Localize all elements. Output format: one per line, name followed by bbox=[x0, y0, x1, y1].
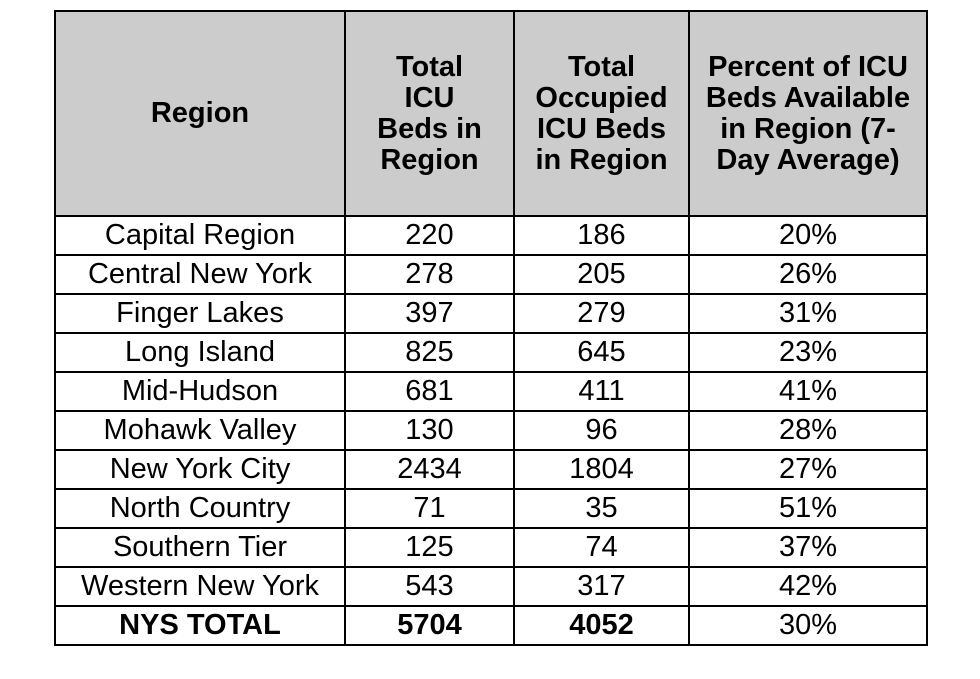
table-row: North Country 71 35 51% bbox=[54, 488, 928, 529]
cell-occupied-beds: 279 bbox=[513, 293, 690, 334]
total-region: NYS TOTAL bbox=[54, 605, 346, 646]
cell-total-beds: 220 bbox=[344, 215, 515, 256]
header-region-label: Region bbox=[150, 97, 250, 129]
cell-total-beds: 2434 bbox=[344, 449, 515, 490]
cell-region: New York City bbox=[54, 449, 346, 490]
cell-total-beds: 125 bbox=[344, 527, 515, 568]
cell-total-beds: 278 bbox=[344, 254, 515, 295]
cell-occupied-beds: 186 bbox=[513, 215, 690, 256]
table-row: Capital Region 220 186 20% bbox=[54, 215, 928, 256]
cell-region: Long Island bbox=[54, 332, 346, 373]
header-row: Region Total ICU Beds in Region Total Oc… bbox=[54, 10, 928, 217]
cell-occupied-beds: 205 bbox=[513, 254, 690, 295]
total-percent-available: 30% bbox=[688, 605, 928, 646]
header-percent-available-label: Percent of ICU Beds Available in Region … bbox=[705, 50, 911, 176]
cell-percent-available: 42% bbox=[688, 566, 928, 607]
header-percent-available: Percent of ICU Beds Available in Region … bbox=[688, 10, 928, 217]
table-row: Long Island 825 645 23% bbox=[54, 332, 928, 373]
icu-beds-table: Region Total ICU Beds in Region Total Oc… bbox=[54, 10, 928, 646]
cell-region: Capital Region bbox=[54, 215, 346, 256]
cell-region: Western New York bbox=[54, 566, 346, 607]
cell-region: Central New York bbox=[54, 254, 346, 295]
table-row: Western New York 543 317 42% bbox=[54, 566, 928, 607]
cell-occupied-beds: 645 bbox=[513, 332, 690, 373]
table-row: Central New York 278 205 26% bbox=[54, 254, 928, 295]
table-body: Capital Region 220 186 20% Central New Y… bbox=[54, 215, 928, 646]
cell-occupied-beds: 317 bbox=[513, 566, 690, 607]
cell-occupied-beds: 96 bbox=[513, 410, 690, 451]
table-row: New York City 2434 1804 27% bbox=[54, 449, 928, 490]
cell-total-beds: 543 bbox=[344, 566, 515, 607]
table-row: Mohawk Valley 130 96 28% bbox=[54, 410, 928, 451]
cell-percent-available: 20% bbox=[688, 215, 928, 256]
table-row: Finger Lakes 397 279 31% bbox=[54, 293, 928, 334]
total-row: NYS TOTAL 5704 4052 30% bbox=[54, 605, 928, 646]
cell-percent-available: 31% bbox=[688, 293, 928, 334]
cell-region: North Country bbox=[54, 488, 346, 529]
total-occupied-beds: 4052 bbox=[513, 605, 690, 646]
cell-region: Mid-Hudson bbox=[54, 371, 346, 412]
cell-occupied-beds: 35 bbox=[513, 488, 690, 529]
cell-region: Southern Tier bbox=[54, 527, 346, 568]
cell-total-beds: 71 bbox=[344, 488, 515, 529]
header-occupied-beds-label: Total Occupied ICU Beds in Region bbox=[535, 50, 668, 176]
cell-total-beds: 130 bbox=[344, 410, 515, 451]
cell-percent-available: 27% bbox=[688, 449, 928, 490]
total-beds: 5704 bbox=[344, 605, 515, 646]
header-total-beds-label: Total ICU Beds in Region bbox=[377, 50, 482, 176]
cell-percent-available: 23% bbox=[688, 332, 928, 373]
table-row: Southern Tier 125 74 37% bbox=[54, 527, 928, 568]
cell-percent-available: 28% bbox=[688, 410, 928, 451]
cell-occupied-beds: 74 bbox=[513, 527, 690, 568]
cell-percent-available: 51% bbox=[688, 488, 928, 529]
cell-percent-available: 41% bbox=[688, 371, 928, 412]
cell-total-beds: 681 bbox=[344, 371, 515, 412]
cell-total-beds: 825 bbox=[344, 332, 515, 373]
header-occupied-beds: Total Occupied ICU Beds in Region bbox=[513, 10, 690, 217]
table-row: Mid-Hudson 681 411 41% bbox=[54, 371, 928, 412]
cell-occupied-beds: 1804 bbox=[513, 449, 690, 490]
cell-region: Finger Lakes bbox=[54, 293, 346, 334]
cell-percent-available: 26% bbox=[688, 254, 928, 295]
cell-percent-available: 37% bbox=[688, 527, 928, 568]
header-region: Region bbox=[54, 10, 346, 217]
header-total-beds: Total ICU Beds in Region bbox=[344, 10, 515, 217]
cell-region: Mohawk Valley bbox=[54, 410, 346, 451]
cell-occupied-beds: 411 bbox=[513, 371, 690, 412]
cell-total-beds: 397 bbox=[344, 293, 515, 334]
